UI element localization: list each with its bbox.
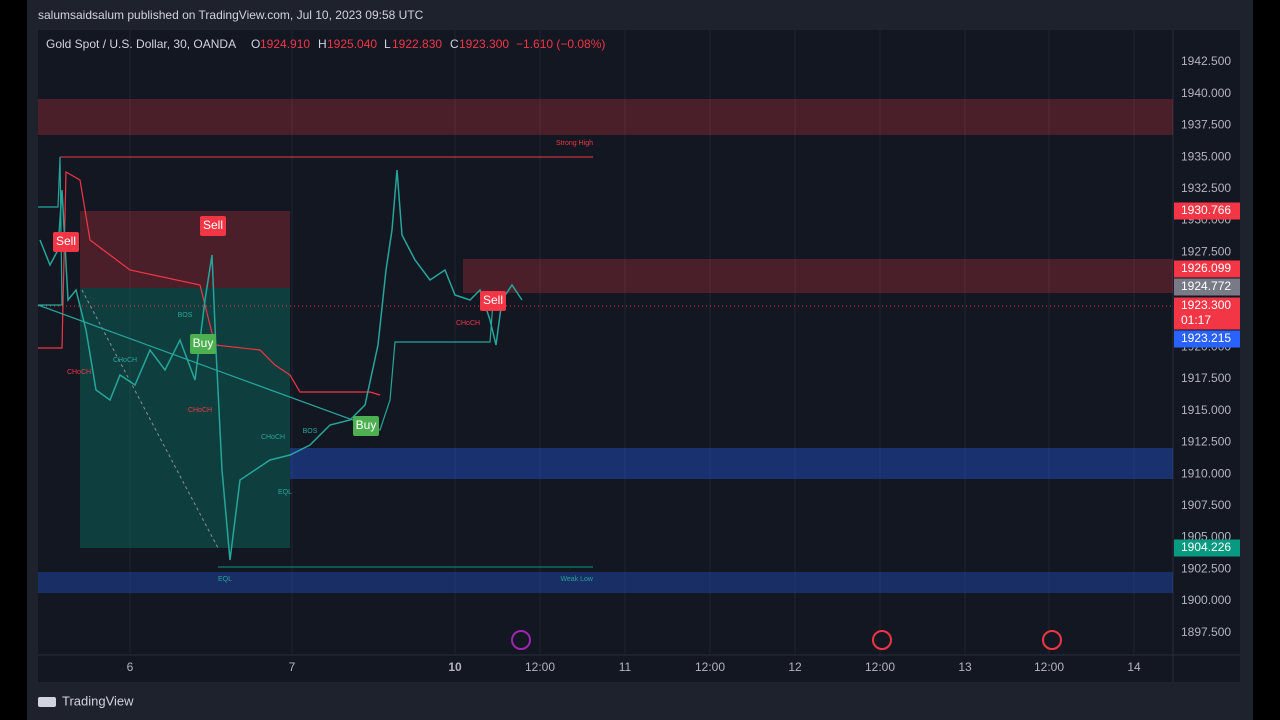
time-label: 6 (127, 660, 134, 674)
time-label: 12 (788, 660, 802, 674)
price-label: 1932.500 (1181, 181, 1231, 195)
countdown: 01:17 (1181, 313, 1211, 327)
structure-label: CHoCH (188, 407, 212, 414)
event-icon (872, 630, 892, 650)
time-label: 12:00 (1034, 660, 1064, 674)
legend-text: C (450, 37, 459, 51)
structure-label: Strong High (556, 140, 593, 147)
price-tag (1174, 202, 1240, 220)
price-label: 1910.000 (1181, 466, 1231, 480)
chart-panel (38, 30, 1240, 682)
signal-badge (353, 416, 379, 436)
structure-label: CHoCH (456, 320, 480, 327)
price-tag-label: 1904.226 (1181, 540, 1231, 554)
price-label: 1927.500 (1181, 244, 1231, 258)
footer-mark (38, 697, 56, 707)
structure-label: BOS (178, 312, 193, 319)
structure-label: CHoCH (113, 357, 137, 364)
signal-badge (53, 232, 79, 252)
structure-label: CHoCH (261, 434, 285, 441)
structure-label: BOS (303, 428, 318, 435)
structure-label: CHoCH (67, 369, 91, 376)
signal-label: Sell (483, 293, 503, 307)
structure-label: EQL (278, 489, 292, 496)
price-label: 1907.500 (1181, 498, 1231, 512)
structure-label: Weak Low (560, 576, 593, 583)
price-label: 1915.000 (1181, 403, 1231, 417)
signal-badge (200, 216, 226, 236)
signal-badge (190, 334, 216, 354)
price-label: 1937.500 (1181, 118, 1231, 132)
trailing-line (38, 170, 381, 396)
demand-zone (290, 448, 1173, 479)
time-label: 12:00 (695, 660, 725, 674)
signal-badge (480, 291, 506, 311)
supply-zone (38, 99, 1173, 135)
legend-text: 1922.830 (392, 37, 442, 51)
price-label: 1900.000 (1181, 593, 1231, 607)
stop-zone (80, 211, 290, 288)
time-label: 10 (448, 660, 462, 674)
price-tag-label: 1924.772 (1181, 279, 1231, 293)
price-tag-label: 1923.300 (1181, 298, 1231, 312)
signal-label: Sell (56, 234, 76, 248)
legend-text: Gold Spot / U.S. Dollar, 30, OANDA (46, 37, 236, 51)
price-label: 1942.500 (1181, 54, 1231, 68)
price-label: 1917.500 (1181, 371, 1231, 385)
target-zone (80, 288, 290, 548)
legend-text: 1923.300 (459, 37, 509, 51)
price-label: 1902.500 (1181, 561, 1231, 575)
event-icon (511, 630, 531, 650)
trailing-line (37, 156, 494, 431)
event-icon (1042, 630, 1062, 650)
price-tag (1174, 539, 1240, 557)
time-label: 7 (289, 660, 296, 674)
signal-label: Sell (203, 218, 223, 232)
price-tag (1174, 330, 1240, 348)
price-tag (1174, 260, 1240, 278)
price-tag (1174, 297, 1240, 330)
time-label: 12:00 (865, 660, 895, 674)
projection-line (81, 289, 219, 549)
price-label: 1897.500 (1181, 625, 1231, 639)
price-tag-label: 1926.099 (1181, 261, 1231, 275)
time-label: 11 (619, 660, 632, 674)
price-tag (1174, 278, 1240, 296)
legend-text: O (251, 37, 260, 51)
legend-text: −1.610 (−0.08%) (516, 37, 605, 51)
legend-text: 1924.910 (260, 37, 310, 51)
legend-text: 1925.040 (327, 37, 377, 51)
grid (129, 30, 1135, 655)
legend-text: H (318, 37, 327, 51)
signal-label: Buy (356, 418, 377, 432)
price-label: 1940.000 (1181, 86, 1231, 100)
price-tag-label: 1930.766 (1181, 203, 1231, 217)
price-label: 1935.000 (1181, 149, 1231, 163)
time-label: 13 (958, 660, 972, 674)
demand-zone (38, 572, 1173, 593)
price-label: 1912.500 (1181, 435, 1231, 449)
structure-label: EQL (218, 576, 232, 583)
time-label: 14 (1127, 660, 1141, 674)
published-by: salumsaidsalum published on TradingView.… (38, 8, 424, 22)
supply-zone (463, 259, 1173, 293)
price-path (39, 169, 523, 561)
signal-label: Buy (193, 336, 214, 350)
footer-brand: TradingView (62, 693, 134, 708)
legend-text: L (384, 37, 391, 51)
time-label: 12:00 (525, 660, 555, 674)
price-tag-label: 1923.215 (1181, 331, 1231, 345)
